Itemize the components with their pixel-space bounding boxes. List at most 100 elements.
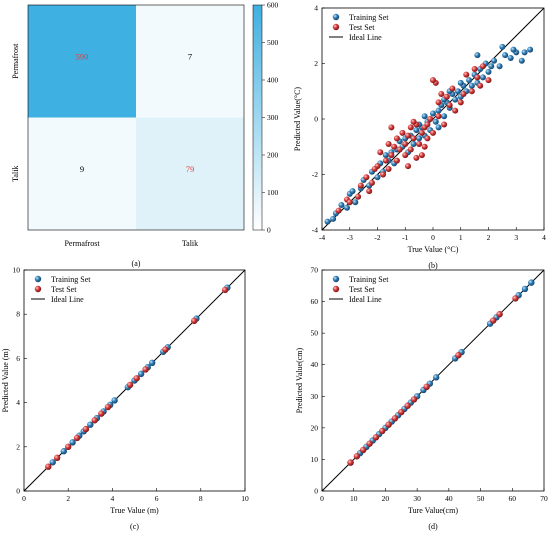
test-point: [496, 311, 503, 318]
legend-marker-test: [332, 285, 340, 293]
test-point: [380, 171, 387, 178]
test-point: [457, 99, 464, 106]
test-point: [404, 402, 411, 409]
matrix-row-label: Talik: [11, 166, 20, 182]
x-tick-label: 0: [320, 494, 324, 503]
test-point: [385, 165, 392, 172]
training-point: [474, 52, 481, 59]
training-point: [432, 374, 440, 381]
colorbar-tick-label: 600: [267, 1, 279, 10]
training-point: [49, 459, 56, 466]
x-axis-label: Ture Value(cm): [408, 506, 458, 515]
legend-label-training: Training Set: [349, 275, 389, 284]
test-point: [407, 124, 414, 131]
legend-label-test: Test Set: [51, 285, 77, 294]
training-point: [352, 199, 359, 206]
training-point: [69, 439, 76, 446]
test-point: [468, 88, 475, 95]
x-tick-label: 8: [199, 494, 203, 503]
x-tick-label: 0: [22, 494, 26, 503]
training-point: [421, 113, 428, 120]
x-axis-label: True Value (m): [110, 506, 159, 515]
test-point: [391, 143, 398, 150]
x-tick-label: 30: [413, 494, 421, 503]
training-point: [410, 140, 417, 147]
test-point: [449, 85, 456, 92]
y-tick-label: 10: [311, 455, 319, 464]
training-point: [87, 421, 94, 428]
colorbar-ticks: 0 100 200 300 400 500 600: [262, 1, 279, 235]
test-point: [335, 207, 342, 214]
training-point: [468, 82, 475, 89]
training-point: [527, 46, 534, 53]
test-point: [162, 346, 169, 353]
test-point: [407, 146, 414, 153]
y-tick-label: 40: [311, 360, 319, 369]
test-point: [347, 459, 354, 466]
plot-frame: [321, 7, 545, 231]
x-tick-label: 70: [540, 494, 548, 503]
legend-marker-test: [332, 23, 340, 31]
colorbar-tick-label: 100: [267, 188, 279, 197]
y-tick-label: 70: [311, 266, 319, 275]
test-point: [424, 135, 431, 142]
x-tick-label: 6: [155, 494, 159, 503]
test-point: [427, 116, 434, 122]
matrix-cell-value: 9: [80, 164, 84, 174]
test-point: [402, 140, 409, 147]
test-point: [452, 107, 459, 114]
colorbar-tick-label: 500: [267, 38, 279, 47]
training-point: [510, 46, 517, 53]
test-point: [424, 121, 431, 128]
y-tick-label: 0: [314, 487, 318, 496]
test-point: [438, 91, 445, 98]
test-point: [512, 295, 519, 302]
y-tick-label: 10: [13, 266, 21, 275]
test-point: [418, 129, 425, 136]
test-point: [73, 434, 81, 442]
training-point: [416, 135, 423, 142]
y-tick-label: -2: [312, 170, 318, 179]
test-point: [371, 165, 378, 172]
test-point: [413, 154, 420, 161]
test-point: [410, 135, 417, 142]
x-tick-label: -1: [402, 233, 408, 242]
training-point: [466, 77, 473, 84]
training-point: [338, 202, 345, 209]
x-tick-label: -2: [374, 233, 380, 242]
panel-label: (d): [428, 522, 438, 531]
matrix-cell-value: 590: [76, 51, 89, 61]
legend-marker-training: [332, 13, 340, 21]
legend-label-ideal: Ideal Line: [349, 33, 382, 42]
test-point: [463, 71, 470, 78]
x-tick-label: 40: [445, 494, 453, 503]
test-point: [443, 93, 450, 100]
test-point: [126, 381, 134, 389]
test-point: [82, 425, 90, 433]
legend-marker-test: [34, 285, 42, 293]
x-tick-label: 4: [542, 233, 546, 242]
test-point: [402, 152, 409, 159]
test-point: [385, 421, 392, 428]
test-point: [446, 102, 453, 109]
matrix-cell-value: 79: [186, 164, 195, 174]
panel-label-a: (a): [132, 259, 141, 268]
plot-frame: [23, 269, 246, 492]
x-tick-label: 10: [350, 494, 358, 503]
panel-label: (b): [428, 261, 438, 270]
training-point: [491, 57, 498, 64]
y-tick-label: 30: [311, 392, 319, 401]
test-point: [379, 427, 386, 435]
test-point: [133, 375, 140, 382]
training-point: [528, 279, 535, 286]
training-point: [521, 285, 529, 293]
matrix-cell: [28, 117, 136, 230]
training-point: [330, 215, 337, 222]
colorbar-tick-label: 200: [267, 151, 279, 160]
training-point: [521, 49, 528, 56]
test-point: [477, 82, 484, 89]
x-tick-label: 50: [477, 494, 485, 503]
plot-frame: [321, 269, 545, 492]
